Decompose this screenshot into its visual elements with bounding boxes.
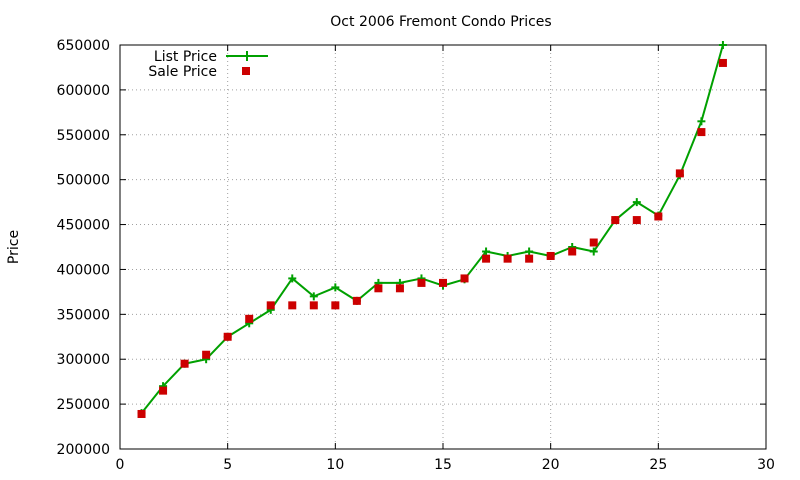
sale-price-point bbox=[395, 284, 404, 293]
sale-price-point bbox=[245, 314, 254, 323]
x-tick-label: 25 bbox=[649, 457, 667, 473]
sale-price-point bbox=[482, 254, 491, 263]
sale-price-point bbox=[718, 58, 727, 67]
sale-price-point bbox=[180, 359, 189, 368]
sale-price-point bbox=[525, 254, 534, 263]
legend-marker-sale-price bbox=[242, 67, 250, 75]
x-tick-label: 5 bbox=[223, 457, 232, 473]
sale-price-point bbox=[288, 301, 297, 310]
y-tick-label: 400000 bbox=[57, 262, 110, 278]
sale-price-point bbox=[159, 386, 168, 395]
sale-price-point bbox=[352, 296, 361, 305]
list-price-point bbox=[697, 117, 706, 126]
sale-price-point bbox=[546, 251, 555, 260]
legend-label-list-price: List Price bbox=[154, 49, 217, 65]
sale-price-point bbox=[374, 284, 383, 293]
y-tick-label: 550000 bbox=[57, 128, 110, 144]
sale-price-point bbox=[331, 301, 340, 310]
sale-price-point bbox=[266, 301, 275, 310]
y-tick-label: 200000 bbox=[57, 442, 110, 458]
axis-ticks: 0 5 10 15 20 25 30 200000 250000 300000 350000 4000… bbox=[57, 38, 775, 473]
y-tick-label: 350000 bbox=[57, 307, 110, 323]
x-tick-label: 0 bbox=[116, 457, 125, 473]
list-price-point bbox=[309, 292, 318, 301]
list-price-point bbox=[589, 247, 598, 256]
sale-price-point bbox=[503, 254, 512, 263]
y-tick-label: 250000 bbox=[57, 397, 110, 413]
sale-price-point bbox=[439, 278, 447, 287]
sale-price-point bbox=[460, 274, 469, 283]
sale-price-point bbox=[417, 278, 426, 287]
sale-price-point bbox=[589, 238, 598, 247]
grid bbox=[120, 45, 766, 449]
y-tick-label: 450000 bbox=[57, 218, 110, 234]
list-price-point bbox=[525, 247, 534, 256]
y-tick-label: 300000 bbox=[57, 352, 110, 368]
list-price-point bbox=[482, 247, 491, 256]
y-tick-label: 650000 bbox=[57, 38, 110, 54]
list-price-point bbox=[331, 283, 340, 292]
sale-price-point bbox=[697, 128, 706, 137]
list-price-line bbox=[140, 44, 724, 414]
sale-price-point bbox=[309, 301, 318, 310]
x-tick-label: 20 bbox=[542, 457, 560, 473]
sale-price-point bbox=[202, 350, 211, 359]
sale-price-point bbox=[223, 332, 232, 341]
list-price-point bbox=[718, 41, 727, 49]
legend-label-sale-price: Sale Price bbox=[148, 64, 217, 80]
list-price-point bbox=[288, 274, 297, 283]
sale-price-point bbox=[611, 216, 620, 225]
x-tick-label: 10 bbox=[326, 457, 344, 473]
legend-marker-list-price bbox=[242, 51, 252, 61]
y-tick-label: 600000 bbox=[57, 83, 110, 99]
sale-price-point bbox=[568, 247, 577, 256]
x-tick-label: 30 bbox=[757, 457, 775, 473]
sale-price-point bbox=[675, 169, 684, 178]
sale-price-point bbox=[654, 212, 663, 221]
sale-price-point bbox=[137, 409, 146, 418]
sale-price-point bbox=[632, 216, 641, 225]
x-tick-label: 15 bbox=[434, 457, 452, 473]
y-axis-label: Price bbox=[6, 230, 22, 264]
legend: List Price Sale Price bbox=[148, 49, 268, 80]
chart-title: Oct 2006 Fremont Condo Prices bbox=[330, 14, 551, 30]
y-tick-label: 500000 bbox=[57, 173, 110, 189]
list-price-point bbox=[632, 198, 641, 207]
series-layer bbox=[137, 41, 727, 418]
